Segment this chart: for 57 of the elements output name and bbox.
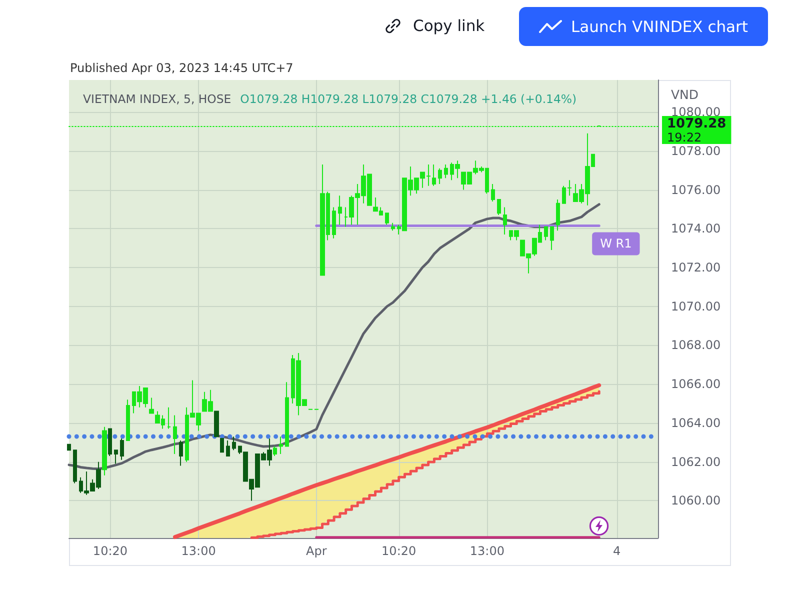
candlestick bbox=[173, 414, 177, 455]
candlestick bbox=[232, 436, 236, 451]
candlestick bbox=[102, 426, 107, 476]
candlestick bbox=[279, 436, 283, 455]
text: 19:22 bbox=[667, 130, 702, 145]
y-tick-label: 1066.00 bbox=[671, 377, 721, 392]
candlestick bbox=[491, 183, 495, 202]
x-tick-label: 13:00 bbox=[181, 544, 216, 558]
text: VIETNAM INDEX, 5, HOSE bbox=[83, 92, 232, 106]
y-tick-label: 1074.00 bbox=[671, 222, 721, 236]
y-axis-title: VND bbox=[671, 87, 699, 102]
candlestick bbox=[332, 206, 336, 239]
candlestick bbox=[385, 212, 389, 226]
y-tick-label: 1062.00 bbox=[671, 454, 721, 469]
ref-line-label: 1079.28 bbox=[667, 116, 726, 132]
y-tick-label: 1060.00 bbox=[671, 494, 721, 508]
y-tick-label: 1080.00 bbox=[671, 105, 721, 120]
x-tick-label: 4 bbox=[612, 544, 621, 558]
candlestick bbox=[338, 195, 342, 226]
candlestick bbox=[214, 410, 219, 438]
candlestick bbox=[120, 438, 124, 460]
y-tick-label: 1068.00 bbox=[671, 338, 721, 352]
x-tick-label: Apr bbox=[306, 544, 327, 558]
candlestick bbox=[273, 446, 277, 456]
candlestick bbox=[497, 199, 501, 216]
candlestick bbox=[108, 428, 112, 456]
candlestick bbox=[226, 440, 230, 456]
x-tick-label: 10:20 bbox=[382, 544, 416, 558]
y-tick-label: 1072.00 bbox=[671, 260, 721, 275]
launch-chart-button[interactable]: Launch VNINDEX chart bbox=[519, 7, 768, 46]
candlestick bbox=[391, 222, 395, 232]
candlestick bbox=[438, 168, 442, 184]
y-tick-label: 1070.00 bbox=[671, 299, 721, 314]
candlestick bbox=[149, 397, 154, 414]
candlestick bbox=[67, 444, 71, 451]
text: Published Apr 03, 2023 14:45 UTC+7 bbox=[70, 60, 294, 76]
candlestick bbox=[432, 164, 436, 186]
candlestick bbox=[550, 226, 554, 251]
x-tick-label: 13:00 bbox=[470, 544, 504, 558]
y-tick-label: 1064.00 bbox=[671, 416, 721, 430]
candlestick bbox=[167, 406, 171, 430]
y-tick-label: 1078.00 bbox=[671, 144, 721, 158]
candlestick bbox=[556, 199, 560, 232]
candlestick bbox=[544, 226, 548, 241]
candlestick bbox=[73, 450, 77, 484]
candlestick bbox=[126, 399, 130, 441]
candlestick bbox=[220, 438, 224, 453]
x-tick-label: 10:20 bbox=[92, 544, 128, 558]
text: O1079.28 H1079.28 L1079.28 C1079.28 +1.46 (+0.14%) bbox=[240, 92, 577, 106]
candlestick bbox=[444, 164, 448, 179]
candlestick bbox=[179, 440, 183, 466]
candlestick bbox=[503, 206, 507, 235]
candlestick bbox=[285, 382, 289, 447]
y-tick-label: 1076.00 bbox=[671, 182, 721, 197]
candlestick bbox=[114, 450, 118, 464]
copy-link-button[interactable]: Copy link bbox=[383, 12, 485, 40]
series-label: W R1 bbox=[600, 236, 632, 251]
